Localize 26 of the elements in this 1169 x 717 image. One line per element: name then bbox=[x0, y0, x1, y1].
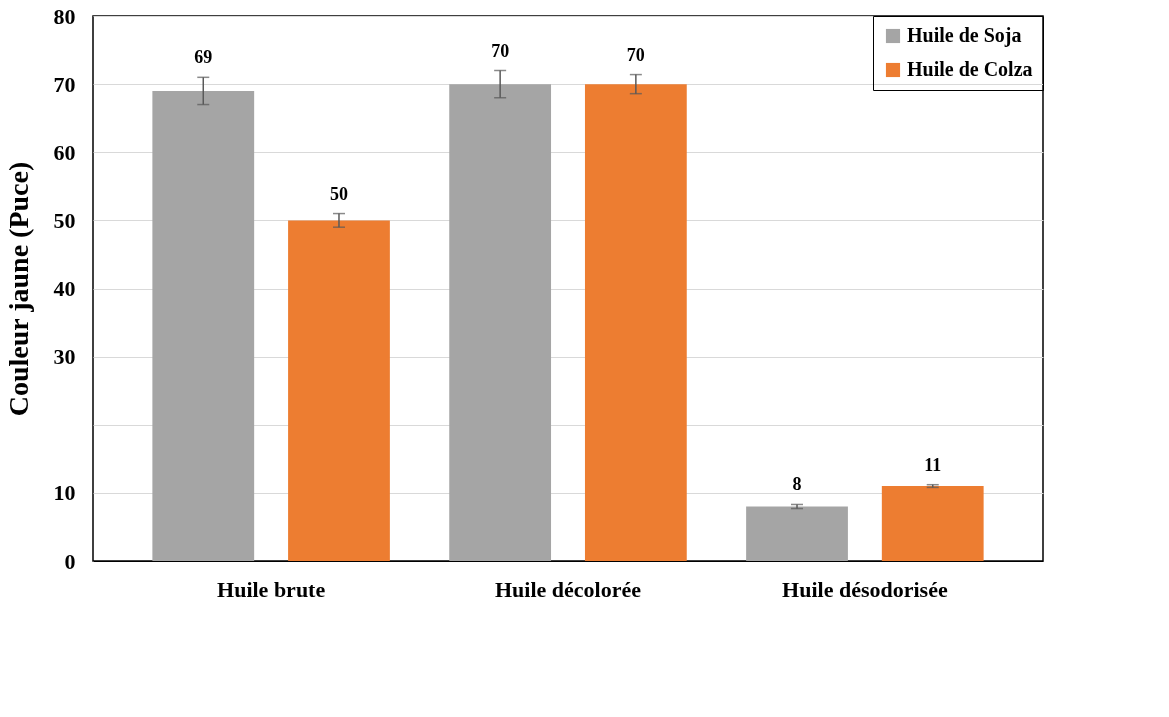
x-tick-label: Huile brute bbox=[217, 576, 326, 602]
legend-label: Huile de Colza bbox=[907, 58, 1033, 80]
y-tick-label: 0 bbox=[64, 548, 76, 574]
bar bbox=[288, 220, 390, 561]
bar bbox=[881, 486, 984, 561]
data-label: 69 bbox=[194, 47, 213, 68]
data-label: 50 bbox=[329, 183, 348, 204]
bar bbox=[152, 90, 255, 561]
bar bbox=[746, 506, 848, 561]
y-tick-label: 70 bbox=[53, 71, 76, 97]
legend-label: Huile de Soja bbox=[907, 24, 1022, 47]
y-axis-title: Couleur jaune (Puce) bbox=[2, 161, 34, 417]
y-tick-label: 50 bbox=[53, 207, 76, 233]
x-tick-label: Huile décolorée bbox=[494, 576, 642, 602]
data-label: 70 bbox=[626, 44, 645, 65]
x-tick-label: Huile désodorisée bbox=[782, 576, 948, 602]
y-tick-label: 10 bbox=[53, 480, 76, 506]
bar bbox=[449, 84, 552, 561]
y-tick-label: 80 bbox=[53, 3, 76, 29]
y-tick-label: 60 bbox=[53, 139, 76, 165]
data-label: 11 bbox=[924, 454, 942, 475]
data-label: 8 bbox=[792, 474, 802, 495]
bar bbox=[584, 84, 687, 561]
y-tick-label: 40 bbox=[53, 276, 76, 301]
data-label: 70 bbox=[491, 40, 510, 61]
y-tick-label: 30 bbox=[53, 344, 76, 370]
